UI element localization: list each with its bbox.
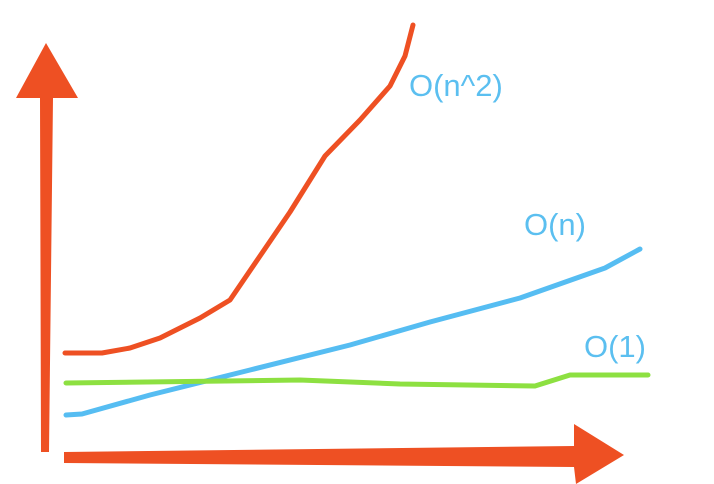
- linear-label: O(n): [524, 207, 586, 242]
- constant-label: O(1): [584, 329, 646, 364]
- y-axis-arrow: [16, 43, 78, 452]
- quadratic-curve: [62, 22, 416, 356]
- constant-curve: [63, 372, 651, 389]
- quadratic-label: O(n^2): [409, 68, 503, 103]
- x-axis-arrow: [64, 424, 624, 484]
- linear-curve: [63, 246, 643, 418]
